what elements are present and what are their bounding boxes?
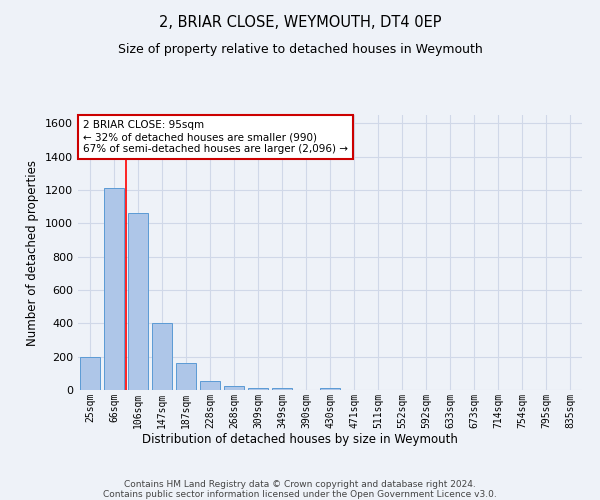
Text: Size of property relative to detached houses in Weymouth: Size of property relative to detached ho… [118,42,482,56]
Text: 2, BRIAR CLOSE, WEYMOUTH, DT4 0EP: 2, BRIAR CLOSE, WEYMOUTH, DT4 0EP [159,15,441,30]
Bar [272,388,292,390]
Bar [200,381,220,390]
Bar [224,386,244,390]
Bar [320,388,340,390]
Bar [176,362,196,390]
Bar [248,388,268,390]
Bar [128,212,148,390]
Text: Contains HM Land Registry data © Crown copyright and database right 2024.
Contai: Contains HM Land Registry data © Crown c… [103,480,497,500]
Text: Distribution of detached houses by size in Weymouth: Distribution of detached houses by size … [142,432,458,446]
Bar [104,188,124,390]
Bar [152,322,172,390]
Text: 2 BRIAR CLOSE: 95sqm
← 32% of detached houses are smaller (990)
67% of semi-deta: 2 BRIAR CLOSE: 95sqm ← 32% of detached h… [83,120,348,154]
Y-axis label: Number of detached properties: Number of detached properties [26,160,40,346]
Bar [80,356,100,390]
